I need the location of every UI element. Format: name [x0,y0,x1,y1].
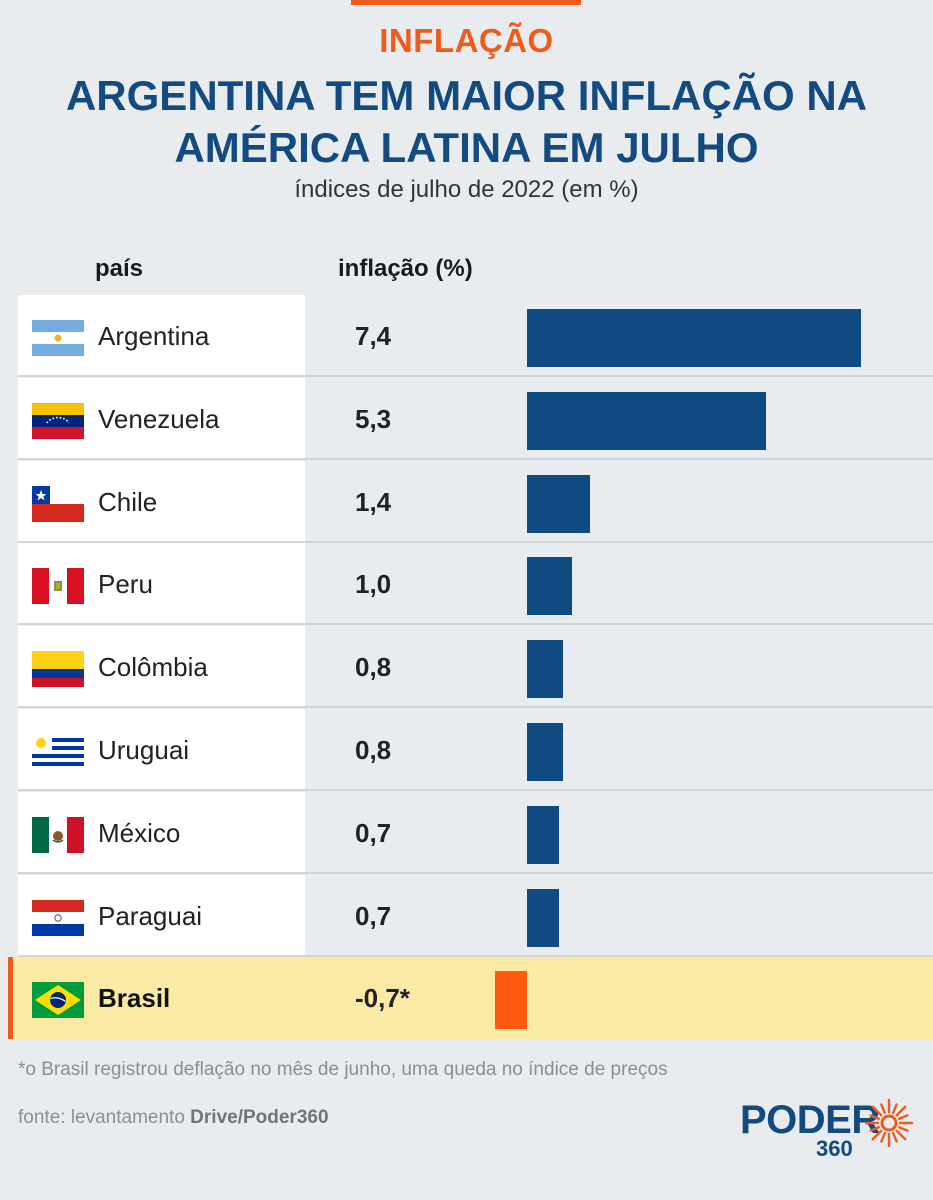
chart-subtitle: índices de julho de 2022 (em %) [294,176,639,203]
bar [527,805,559,864]
country-label: Argentina [98,321,210,351]
top-accent-bar [351,0,581,5]
chart-row: Brasil -0,7* [0,957,933,1040]
country-label: Venezuela [98,403,220,434]
bar [527,309,861,367]
mexico-flag-icon [32,816,84,853]
value-label: 0,7 [355,900,392,931]
row-separator [18,623,933,626]
value-label: 1,4 [355,486,392,517]
row-separator [18,540,933,543]
column-header-inflation: inflação (%) [338,255,473,282]
chart-row: Venezuela 5,3 [0,377,933,460]
chart-row: Paraguai 0,7 [0,874,933,957]
source-prefix: fonte: levantamento [18,1107,191,1128]
sun-icon [864,1098,914,1148]
chart-row: Uruguai 0,8 [0,709,933,791]
kicker: INFLAÇÃO [379,22,554,59]
chart-row: Peru 1,0 [0,543,933,626]
bar [527,557,573,616]
country-label: México [98,817,181,848]
country-label: Peru [98,569,153,600]
row-separator [18,706,933,709]
chart-row: Chile 1,4 [0,460,933,543]
brazil-flag-icon [32,982,84,1019]
argentina-flag-icon [32,320,84,356]
row-separator [18,789,933,791]
source-name: Drive/Poder360 [190,1107,329,1128]
bar [527,474,591,533]
bar [527,888,559,947]
chart-row: Colômbia 0,8 [0,626,933,709]
row-separator [18,954,933,957]
value-label: 5,3 [355,403,392,434]
highlight-background [8,957,933,1040]
value-label: 0,8 [355,735,392,765]
value-label: 0,8 [355,652,392,683]
country-label: Colômbia [98,652,208,683]
value-label: 7,4 [355,321,392,351]
bar [527,391,767,450]
venezuela-flag-icon [32,402,84,439]
paraguay-flag-icon [32,899,84,936]
country-label: Brasil [98,983,171,1014]
logo-text: PODER [740,1098,880,1142]
bar [527,640,564,699]
country-label: Chile [98,486,158,517]
chile-flag-icon [32,485,84,522]
footnote: *o Brasil registrou deflação no mês de j… [18,1059,668,1080]
value-label: -0,7* [355,983,410,1014]
logo-number: 360 [816,1136,853,1161]
bar [527,723,564,781]
column-header-country: país [95,255,144,282]
chart-row: México 0,7 [0,791,933,874]
country-label: Uruguai [98,735,190,765]
value-label: 0,7 [355,817,392,848]
uruguay-flag-icon [32,734,84,770]
country-label: Paraguai [98,900,203,931]
row-separator [18,457,933,460]
poder360-logo: PODER 360 [740,1098,920,1162]
bar [495,971,527,1030]
peru-flag-icon [32,568,84,605]
colombia-flag-icon [32,651,84,688]
chart-row: Argentina 7,4 [0,295,933,377]
row-separator [18,375,933,377]
row-separator [18,871,933,874]
highlight-edge [8,957,13,1040]
chart-title: ARGENTINA TEM MAIOR INFLAÇÃO NA AMÉRICA … [65,72,868,171]
value-label: 1,0 [355,569,392,600]
source-line: fonte: levantamento Drive/Poder360 [18,1107,329,1129]
